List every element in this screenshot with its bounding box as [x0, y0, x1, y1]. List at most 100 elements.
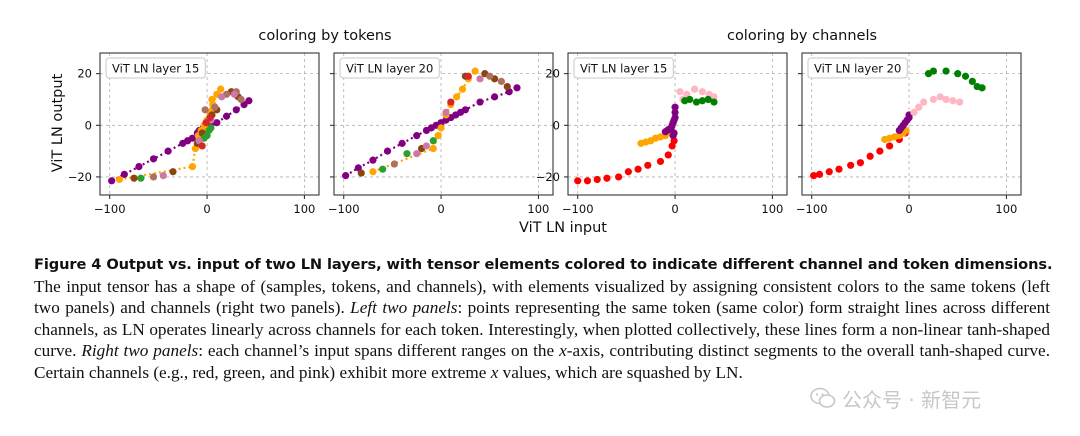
data-point — [503, 82, 511, 91]
data-point — [810, 172, 818, 180]
data-point — [704, 95, 712, 104]
caption-heading: Figure 4 Output vs. input of two LN laye… — [34, 256, 1053, 273]
data-point — [491, 93, 499, 101]
panel-3: −100 0 100 −20 0 20 ViT LN layer 15 — [536, 52, 788, 216]
data-point — [456, 108, 465, 116]
data-point — [676, 88, 684, 96]
data-point — [184, 137, 192, 145]
plot-frame — [567, 52, 788, 196]
data-point — [671, 103, 679, 111]
data-point — [669, 132, 677, 140]
data-point — [130, 174, 138, 182]
data-point — [671, 108, 679, 116]
data-point — [230, 90, 238, 98]
data-point — [383, 147, 392, 155]
panel-title: ViT LN layer 15 — [580, 62, 667, 76]
x-tick-label: 0 — [905, 202, 912, 216]
panel-4: −100 0 100 ViT LN layer 20 — [796, 52, 1022, 216]
data-point — [942, 95, 950, 104]
data-point — [135, 163, 143, 171]
series-line — [372, 70, 476, 173]
data-point — [464, 72, 472, 80]
plot-frame — [99, 52, 320, 196]
data-point — [198, 142, 206, 150]
data-point — [427, 124, 435, 132]
data-point — [692, 98, 701, 106]
data-point — [207, 124, 215, 132]
data-point — [453, 93, 461, 101]
x-tick-label: −100 — [328, 202, 360, 216]
data-point — [915, 103, 923, 111]
data-point — [369, 168, 377, 176]
data-point — [245, 97, 253, 105]
data-point — [369, 156, 377, 164]
data-point — [390, 160, 398, 168]
data-point — [698, 97, 706, 105]
data-point — [115, 175, 124, 184]
data-point — [429, 137, 437, 145]
panel-title: ViT LN layer 20 — [814, 62, 901, 76]
y-tick-label: 20 — [545, 67, 560, 81]
data-point — [583, 177, 592, 185]
data-point — [211, 103, 219, 111]
data-point — [910, 108, 918, 116]
x-tick-label: −100 — [562, 202, 594, 216]
plot-frame — [801, 52, 1022, 196]
x-axis-label: ViT LN input — [519, 220, 607, 236]
data-point — [690, 85, 699, 93]
data-point — [825, 168, 833, 176]
data-point — [169, 168, 177, 176]
panel-1: −100 0 100 −20 0 20 ViT LN layer 15 — [68, 52, 320, 216]
data-point — [920, 98, 928, 106]
data-point — [968, 77, 976, 85]
y-tick-label: 0 — [553, 118, 560, 132]
panel-title-box — [807, 57, 908, 79]
data-point — [458, 85, 467, 93]
data-point — [956, 98, 964, 106]
data-point — [471, 67, 479, 75]
data-point — [671, 113, 679, 122]
data-point — [413, 150, 421, 158]
watermark: 公众号 · 新智元 — [810, 383, 981, 413]
panel-title: ViT LN layer 20 — [346, 62, 433, 76]
data-point — [357, 169, 365, 177]
data-point — [447, 98, 455, 106]
data-point — [218, 93, 226, 101]
data-point — [149, 173, 158, 181]
x-tick-label: 0 — [671, 202, 678, 216]
data-point — [164, 147, 172, 155]
caption-body: The input tensor has a shape of (samples… — [34, 276, 1050, 382]
x-tick-label: −100 — [94, 202, 126, 216]
x-tick-label: 100 — [995, 202, 1017, 216]
data-point — [137, 174, 145, 182]
data-point — [710, 93, 718, 101]
group-title-tokens: coloring by tokens — [258, 28, 391, 44]
data-point — [593, 175, 601, 184]
data-point — [656, 157, 665, 166]
x-tick-label: −100 — [796, 202, 828, 216]
data-point — [476, 98, 484, 106]
data-point — [476, 75, 484, 83]
data-point — [159, 172, 167, 180]
data-point — [202, 119, 210, 127]
data-point — [413, 132, 421, 140]
data-point — [379, 165, 387, 173]
data-point — [681, 97, 689, 105]
data-point — [942, 67, 950, 75]
panel-title-box — [573, 57, 674, 79]
plot-frame — [333, 52, 554, 196]
data-point — [217, 85, 225, 93]
data-point — [206, 113, 214, 122]
data-point — [624, 168, 632, 176]
group-title-channels: coloring by channels — [727, 28, 877, 44]
data-point — [710, 98, 718, 106]
data-point — [442, 108, 450, 116]
data-point — [237, 95, 245, 104]
panel-title-box — [339, 57, 440, 79]
data-point — [603, 174, 611, 182]
data-point — [895, 126, 903, 135]
data-point — [961, 72, 970, 80]
data-point — [437, 119, 445, 127]
data-point — [664, 151, 672, 159]
panel-title-box — [105, 57, 206, 79]
